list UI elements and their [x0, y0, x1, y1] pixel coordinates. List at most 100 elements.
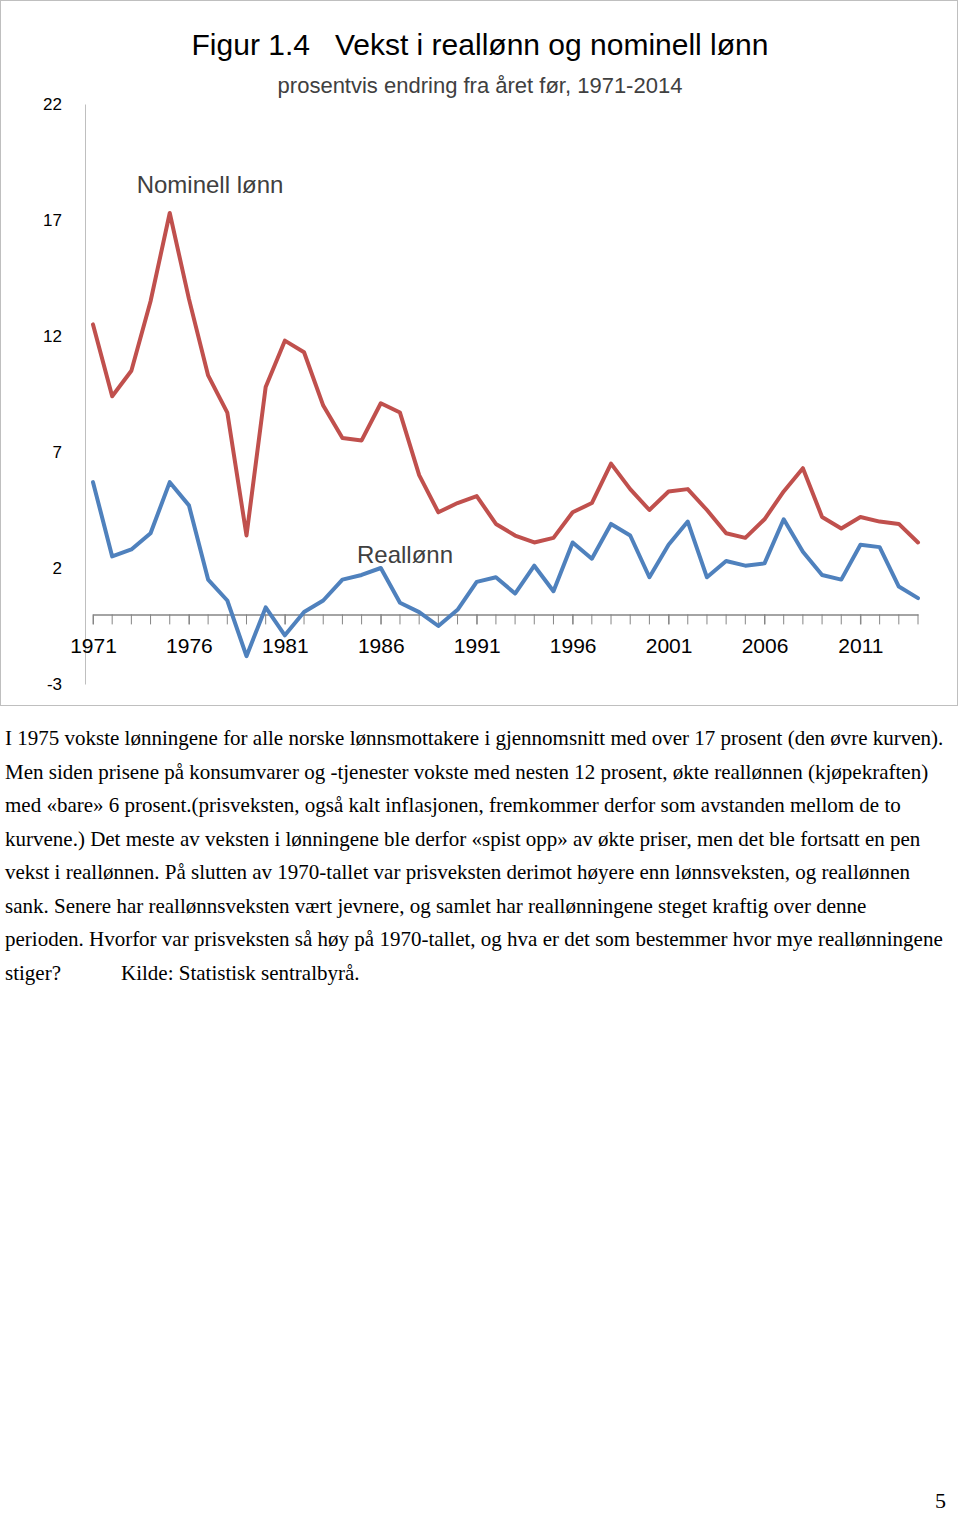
x-minor-tick: [726, 614, 727, 624]
x-tick: 1991: [454, 614, 501, 657]
x-tick-mark: [573, 614, 574, 624]
x-tick-mark: [477, 614, 478, 624]
x-tick: 2006: [742, 614, 789, 657]
chart-title: Figur 1.4 Vekst i reallønn og nominell l…: [192, 28, 769, 61]
y-tick-label: 7: [53, 443, 62, 462]
caption-block: I 1975 vokste lønningene for alle norske…: [5, 722, 950, 990]
chart-subtitle: prosentvis endring fra året før, 1971-20…: [278, 73, 683, 98]
x-minor-tick: [668, 614, 669, 624]
x-minor-tick: [227, 614, 228, 624]
x-minor-tick: [706, 614, 707, 624]
x-minor-tick: [687, 614, 688, 624]
x-minor-tick: [841, 614, 842, 624]
chart-container: Figur 1.4 Vekst i reallønn og nominell l…: [0, 0, 960, 710]
x-minor-tick: [342, 614, 343, 624]
y-tick: -3: [47, 675, 85, 694]
x-minor-tick: [860, 614, 861, 624]
x-minor-tick: [380, 614, 381, 624]
caption-text: I 1975 vokste lønningene for alle norske…: [5, 726, 943, 985]
x-tick-label: 1991: [454, 634, 501, 657]
x-minor-tick: [150, 614, 151, 624]
x-tick-label: 1996: [550, 634, 597, 657]
x-minor-tick: [361, 614, 362, 624]
x-minor-tick: [419, 614, 420, 624]
x-minor-tick: [745, 614, 746, 624]
x-minor-tick: [438, 614, 439, 624]
chart-frame: [1, 1, 958, 706]
y-tick-label: -3: [47, 675, 62, 694]
x-tick: 1971: [70, 614, 117, 657]
x-minor-tick: [918, 614, 919, 624]
page-number: 5: [935, 1488, 946, 1514]
x-minor-tick: [284, 614, 285, 624]
x-minor-tick: [553, 614, 554, 624]
x-tick-label: 1981: [262, 634, 309, 657]
x-minor-tick: [188, 614, 189, 624]
x-minor-tick: [265, 614, 266, 624]
x-tick-mark: [669, 614, 670, 624]
x-minor-tick: [399, 614, 400, 624]
y-axis-line: [85, 105, 86, 685]
x-tick-mark: [765, 614, 766, 624]
x-tick: 2011: [838, 614, 883, 657]
y-tick: 17: [43, 211, 85, 230]
series-line: [93, 213, 918, 542]
x-tick: 2001: [646, 614, 693, 657]
x-minor-tick: [630, 614, 631, 624]
x-minor-tick: [515, 614, 516, 624]
y-tick: 12: [43, 327, 85, 346]
x-tick-mark: [189, 614, 190, 624]
x-tick-mark: [93, 614, 94, 624]
y-tick-label: 12: [43, 327, 62, 346]
x-tick-label: 2011: [838, 634, 883, 657]
x-minor-tick: [783, 614, 784, 624]
x-tick: 1976: [166, 614, 213, 657]
x-minor-tick: [534, 614, 535, 624]
x-minor-tick: [822, 614, 823, 624]
x-tick-mark: [381, 614, 382, 624]
y-axis: -3 2 7 12 17 22: [43, 95, 85, 694]
x-tick-mark: [860, 614, 861, 624]
series-label: Reallønn: [357, 541, 453, 568]
x-tick: 1986: [358, 614, 405, 657]
x-minor-tick: [131, 614, 132, 624]
x-minor-tick: [93, 614, 94, 624]
x-minor-tick: [802, 614, 803, 624]
y-tick: 2: [53, 559, 85, 578]
x-minor-tick: [169, 614, 170, 624]
x-tick-label: 2001: [646, 634, 693, 657]
x-minor-tick: [208, 614, 209, 624]
x-minor-tick: [764, 614, 765, 624]
x-axis: 1971 1976 1981 1986 1991 1996 2001 2006 2011: [70, 614, 918, 657]
series-label: Nominell lønn: [137, 171, 284, 198]
x-tick-label: 1976: [166, 634, 213, 657]
x-minor-tick: [591, 614, 592, 624]
chart-svg: Figur 1.4 Vekst i reallønn og nominell l…: [0, 0, 960, 710]
x-tick-label: 1986: [358, 634, 405, 657]
y-tick: 22: [43, 95, 85, 114]
x-minor-tick: [495, 614, 496, 624]
x-tick: 1996: [550, 614, 597, 657]
x-minor-tick: [572, 614, 573, 624]
x-minor-tick: [246, 614, 247, 624]
x-minor-tick: [879, 614, 880, 624]
x-minor-tick: [112, 614, 113, 624]
x-tick-label: 1971: [70, 634, 117, 657]
source-text: Kilde: Statistisk sentralbyrå.: [121, 961, 360, 985]
y-tick-label: 22: [43, 95, 62, 114]
series-line: [93, 482, 918, 656]
x-axis-line: [94, 614, 919, 616]
y-tick-label: 2: [53, 559, 62, 578]
y-tick-label: 17: [43, 211, 62, 230]
x-tick-label: 2006: [742, 634, 789, 657]
x-tick-mark: [285, 614, 286, 624]
x-minor-tick: [649, 614, 650, 624]
x-minor-tick: [898, 614, 899, 624]
x-minor-tick: [304, 614, 305, 624]
y-tick: 7: [53, 443, 85, 462]
x-minor-tick: [476, 614, 477, 624]
x-minor-tick: [323, 614, 324, 624]
x-minor-tick: [611, 614, 612, 624]
x-minor-tick: [457, 614, 458, 624]
plot-lines: [93, 213, 918, 656]
